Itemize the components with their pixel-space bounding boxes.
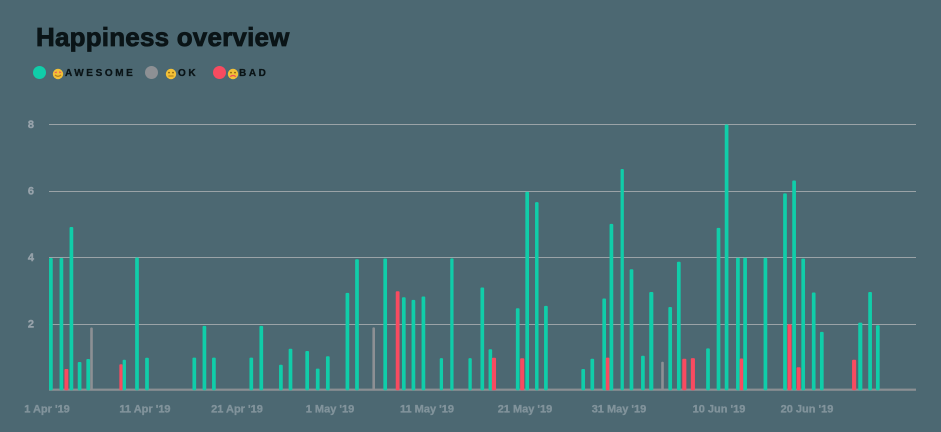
svg-text:21 May '19: 21 May '19	[498, 404, 553, 416]
svg-text:6: 6	[28, 186, 34, 198]
svg-text:11 Apr '19: 11 Apr '19	[119, 404, 170, 416]
svg-text:2: 2	[28, 319, 34, 331]
svg-text:10 Jun '19: 10 Jun '19	[693, 404, 746, 416]
svg-text:31 May '19: 31 May '19	[592, 404, 647, 416]
svg-text:1 Apr '19: 1 Apr '19	[24, 404, 70, 416]
svg-text:8: 8	[28, 119, 34, 131]
svg-text:1 May '19: 1 May '19	[306, 404, 354, 416]
svg-text:21 Apr '19: 21 Apr '19	[211, 404, 263, 416]
svg-text:4: 4	[28, 252, 35, 264]
svg-text:20 Jun '19: 20 Jun '19	[781, 404, 834, 416]
svg-text:11 May '19: 11 May '19	[400, 404, 454, 416]
